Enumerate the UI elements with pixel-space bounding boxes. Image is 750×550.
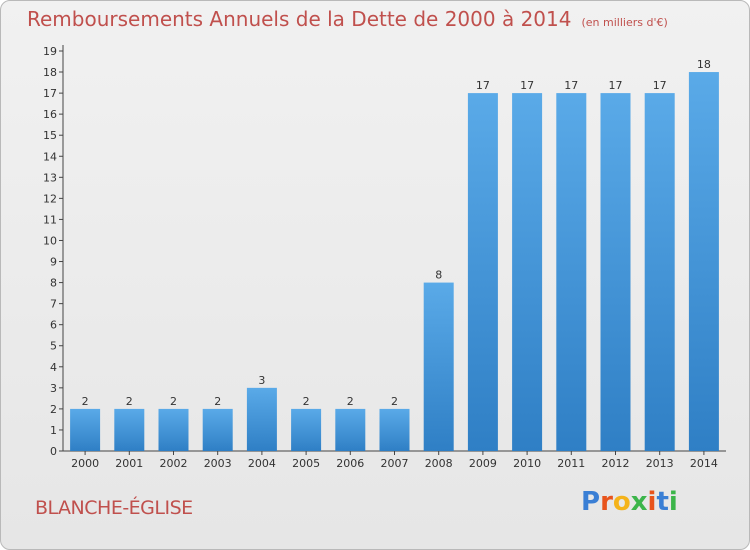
y-tick-label: 15 (43, 129, 57, 142)
data-label: 2 (303, 395, 310, 408)
data-label: 2 (347, 395, 354, 408)
y-tick-label: 12 (43, 192, 57, 205)
data-label: 17 (520, 79, 534, 92)
data-label: 2 (82, 395, 89, 408)
y-tick-label: 6 (50, 319, 57, 332)
logo-letter: x (630, 487, 648, 517)
data-label: 17 (476, 79, 490, 92)
data-label: 3 (258, 374, 265, 387)
logo-letter: P (581, 487, 601, 517)
y-tick-label: 10 (43, 234, 57, 247)
y-tick-label: 3 (50, 382, 57, 395)
bar (688, 72, 719, 451)
y-tick-label: 8 (50, 277, 57, 290)
y-tick-label: 13 (43, 171, 57, 184)
y-tick-label: 0 (50, 445, 57, 458)
y-tick-label: 4 (50, 361, 57, 374)
bar (291, 408, 322, 451)
x-tick-label: 2011 (557, 457, 585, 470)
y-tick-label: 16 (43, 108, 57, 121)
bar (600, 93, 631, 452)
y-tick-label: 17 (43, 87, 57, 100)
x-tick-label: 2013 (646, 457, 674, 470)
y-tick-label: 19 (43, 45, 57, 58)
x-tick-label: 2009 (469, 457, 497, 470)
y-tick-label: 1 (50, 424, 57, 437)
y-tick-label: 5 (50, 340, 57, 353)
logo-letter: o (612, 487, 631, 517)
y-tick-label: 14 (43, 150, 57, 163)
x-tick-label: 2010 (513, 457, 541, 470)
chart-title: Remboursements Annuels de la Dette de 20… (27, 7, 668, 31)
x-tick-label: 2008 (425, 457, 453, 470)
x-tick-label: 2000 (71, 457, 99, 470)
proxiti-logo: Proxiti (581, 487, 678, 517)
y-tick-label: 11 (43, 213, 57, 226)
x-tick-label: 2007 (381, 457, 409, 470)
data-label: 17 (653, 79, 667, 92)
x-tick-label: 2005 (292, 457, 320, 470)
chart-subtitle: (en milliers d'€) (581, 16, 668, 29)
data-label: 2 (126, 395, 133, 408)
data-label: 2 (391, 395, 398, 408)
y-tick-label: 2 (50, 403, 57, 416)
data-label: 2 (214, 395, 221, 408)
x-tick-label: 2002 (160, 457, 188, 470)
y-tick-label: 7 (50, 298, 57, 311)
data-label: 17 (609, 79, 623, 92)
x-tick-label: 2014 (690, 457, 718, 470)
data-label: 17 (564, 79, 578, 92)
bar (158, 408, 189, 451)
x-tick-label: 2004 (248, 457, 276, 470)
bar (202, 408, 233, 451)
data-label: 8 (435, 269, 442, 282)
logo-letter: i (668, 487, 678, 517)
data-label: 18 (697, 58, 711, 71)
logo-letter: r (600, 487, 613, 517)
y-tick-label: 18 (43, 66, 57, 79)
bar (246, 387, 277, 451)
data-label: 2 (170, 395, 177, 408)
bar (467, 93, 498, 452)
x-tick-label: 2003 (204, 457, 232, 470)
bar (335, 408, 366, 451)
x-tick-label: 2012 (602, 457, 630, 470)
bar (114, 408, 145, 451)
bar (70, 408, 101, 451)
bar (556, 93, 587, 452)
bar (423, 282, 454, 451)
x-tick-label: 2006 (336, 457, 364, 470)
y-tick-label: 9 (50, 256, 57, 269)
chart-labels: 2000 2 2001 2 2002 2 2003 2 2004 3 2005 2 2006 2 2007 2… (71, 58, 718, 470)
bar (512, 93, 543, 452)
bar (379, 408, 410, 451)
logo-letter: t (656, 487, 669, 517)
logo-letter: i (647, 487, 657, 517)
bar (644, 93, 675, 452)
commune-name: BLANCHE-ÉGLISE (35, 497, 193, 519)
chart-bars (70, 72, 719, 452)
chart-title-text: Remboursements Annuels de la Dette de 20… (27, 7, 572, 31)
x-tick-label: 2001 (115, 457, 143, 470)
